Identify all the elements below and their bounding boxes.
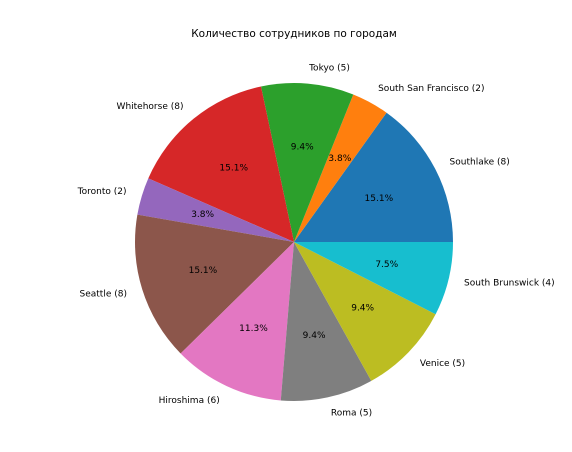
pie-slice (294, 242, 436, 381)
value-label: 15.1% (189, 266, 218, 276)
value-label: 11.3% (239, 324, 268, 334)
pie-slice (294, 242, 453, 315)
slice-label: Roma (5) (331, 408, 372, 418)
slice-label: Hiroshima (6) (159, 396, 220, 406)
pie-slice (294, 94, 387, 243)
slice-label: South Brunswick (4) (464, 278, 555, 288)
pie-slice (137, 178, 294, 242)
pie-slice (134, 214, 294, 354)
value-label: 7.5% (375, 260, 398, 270)
value-label: 15.1% (219, 164, 248, 174)
slice-label: South San Francisco (2) (378, 84, 484, 94)
value-label: 9.4% (291, 142, 314, 152)
pie-slice (280, 242, 372, 402)
slice-label: Seattle (8) (80, 290, 127, 300)
slice-label: Toronto (2) (77, 187, 127, 197)
pie-slice (294, 112, 453, 242)
value-label: 3.8% (191, 210, 214, 220)
value-label: 9.4% (351, 304, 374, 314)
slice-label: Southlake (8) (450, 158, 510, 168)
value-label: 15.1% (365, 194, 394, 204)
pie-slice (180, 242, 294, 401)
slice-label: Whitehorse (8) (117, 102, 184, 112)
chart-title: Количество сотрудников по городам (191, 28, 397, 40)
pie-slice (148, 86, 294, 242)
slice-label: Venice (5) (420, 359, 465, 369)
value-label: 3.8% (328, 154, 351, 164)
pie-slice (260, 83, 354, 242)
value-label: 9.4% (303, 331, 326, 341)
slice-label: Tokyo (5) (308, 63, 350, 73)
